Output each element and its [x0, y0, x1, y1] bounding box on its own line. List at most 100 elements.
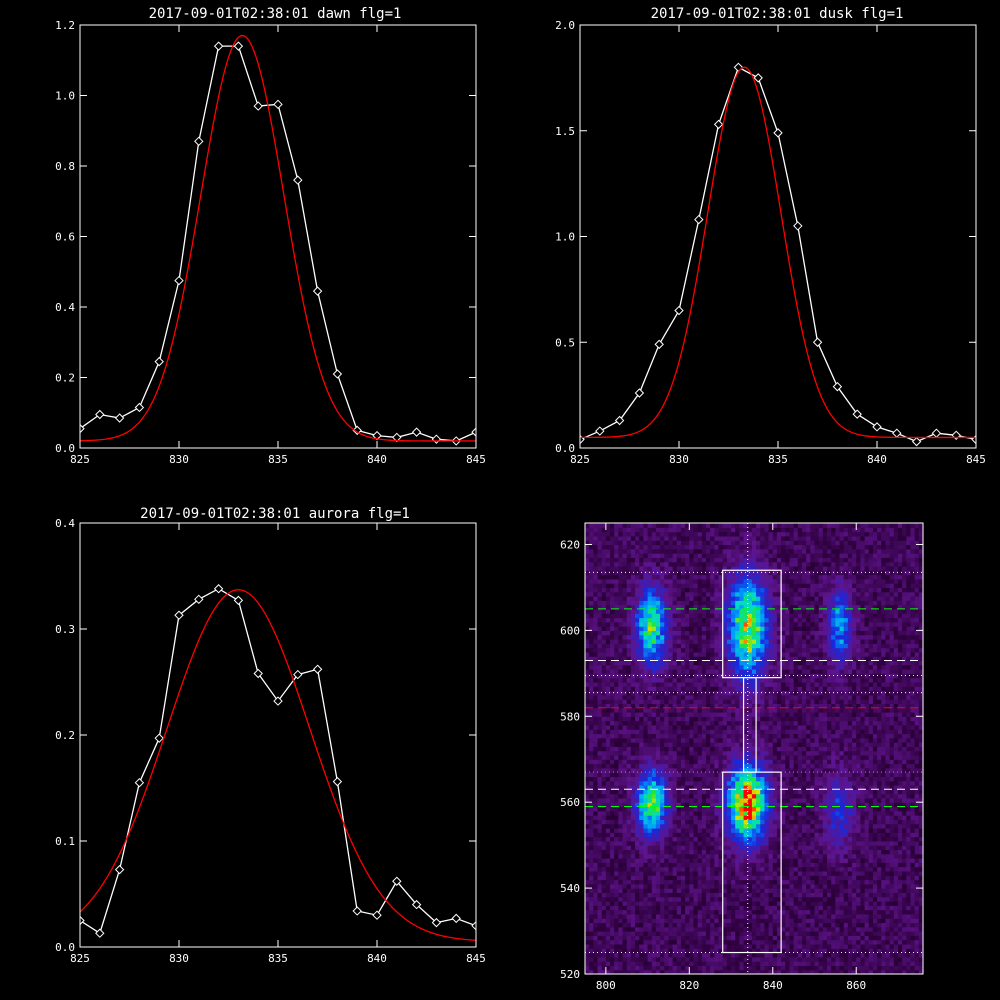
heatmap-cell: [655, 742, 661, 747]
heatmap-cell: [668, 643, 674, 649]
heatmap-cell: [610, 892, 615, 898]
heatmap-cell: [643, 866, 649, 872]
heatmap-cell: [589, 943, 594, 949]
heatmap-cell: [735, 836, 740, 842]
heatmap-cell: [672, 879, 678, 885]
heatmap-cell: [585, 643, 590, 649]
heatmap-cell: [714, 669, 720, 674]
heatmap-cell: [639, 591, 645, 597]
heatmap-cell: [647, 600, 653, 606]
heatmap-cell: [605, 845, 611, 851]
heatmap-cell: [626, 969, 632, 975]
heatmap-cell: [626, 604, 632, 610]
heatmap-cell: [639, 926, 645, 932]
heatmap-cell: [689, 952, 695, 958]
heatmap-cell: [768, 823, 774, 829]
heatmap-cell: [601, 690, 607, 696]
heatmap-cell: [643, 870, 649, 876]
heatmap-cell: [630, 608, 636, 614]
heatmap-cell: [693, 767, 699, 773]
heatmap-cell: [622, 849, 628, 855]
heatmap-cell: [647, 737, 653, 743]
heatmap-cell: [743, 587, 749, 593]
heatmap-cell: [680, 815, 686, 820]
heatmap-cell: [772, 677, 778, 683]
heatmap-cell: [605, 553, 611, 558]
heatmap-cell: [610, 544, 615, 550]
heatmap-cell: [772, 849, 778, 855]
heatmap-cell: [668, 892, 674, 898]
heatmap-cell: [610, 866, 615, 872]
heatmap-cell: [680, 638, 686, 644]
heatmap-cell: [743, 626, 749, 631]
heatmap-cell: [747, 617, 753, 623]
heatmap-cell: [593, 810, 599, 816]
heatmap-cell: [593, 866, 599, 872]
heatmap-cell: [589, 587, 594, 593]
heatmap-cell: [672, 806, 678, 812]
heatmap-cell: [647, 767, 653, 773]
heatmap-cell: [622, 587, 628, 593]
heatmap-cell: [701, 888, 707, 893]
heatmap-cell: [685, 540, 690, 546]
heatmap-cell: [635, 961, 640, 967]
heatmap-cell: [756, 939, 761, 945]
heatmap-cell: [747, 742, 753, 747]
heatmap-cell: [760, 724, 766, 730]
heatmap-cell: [743, 527, 749, 533]
heatmap-cell: [689, 686, 695, 692]
heatmap-cell: [635, 952, 640, 958]
heatmap-cell: [643, 776, 649, 782]
heatmap-cell: [622, 836, 628, 842]
heatmap-cell: [706, 815, 711, 820]
heatmap-cell: [739, 922, 745, 928]
heatmap-cell: [589, 870, 594, 876]
heatmap-cell: [672, 673, 678, 679]
heatmap-cell: [706, 939, 711, 945]
heatmap-cell: [639, 909, 645, 915]
heatmap-cell: [647, 651, 653, 657]
heatmap-cell: [597, 613, 603, 619]
heatmap-cell: [751, 918, 757, 924]
heatmap-cell: [643, 961, 649, 967]
heatmap-cell: [597, 746, 603, 752]
heatmap-cell: [680, 673, 686, 679]
heatmap-cell: [697, 810, 703, 816]
heatmap-cell: [685, 767, 690, 773]
heatmap-cell: [626, 909, 632, 915]
heatmap-cell: [618, 763, 624, 769]
heatmap-cell: [747, 888, 753, 893]
heatmap-cell: [676, 617, 682, 623]
heatmap-cell: [764, 900, 770, 906]
heatmap-cell: [614, 531, 619, 537]
heatmap-cell: [710, 523, 715, 528]
heatmap-cell: [643, 965, 649, 971]
heatmap-cell: [651, 918, 657, 924]
heatmap-cell: [626, 553, 632, 558]
heatmap-cell: [731, 557, 736, 563]
heatmap-cell: [743, 961, 749, 967]
heatmap-cell: [639, 802, 645, 808]
heatmap-cell: [626, 823, 632, 829]
heatmap-cell: [764, 574, 770, 580]
heatmap-cell: [680, 626, 686, 631]
heatmap-cell: [731, 965, 736, 971]
heatmap-cell: [614, 823, 619, 829]
heatmap-cell: [772, 596, 778, 601]
heatmap-cell: [710, 875, 715, 881]
heatmap-cell: [756, 690, 761, 696]
heatmap-cell: [751, 961, 757, 967]
heatmap-cell: [768, 729, 774, 735]
heatmap-cell: [689, 858, 695, 863]
heatmap-cell: [647, 810, 653, 816]
heatmap-cell: [597, 664, 603, 670]
heatmap-cell: [764, 776, 770, 782]
heatmap-cell: [605, 724, 611, 730]
heatmap-cell: [660, 780, 665, 786]
heatmap-cell: [639, 883, 645, 889]
heatmap-cell: [589, 570, 594, 576]
heatmap-cell: [610, 750, 615, 756]
heatmap-cell: [685, 789, 690, 795]
heatmap-cell: [618, 913, 624, 919]
heatmap-cell: [743, 729, 749, 735]
